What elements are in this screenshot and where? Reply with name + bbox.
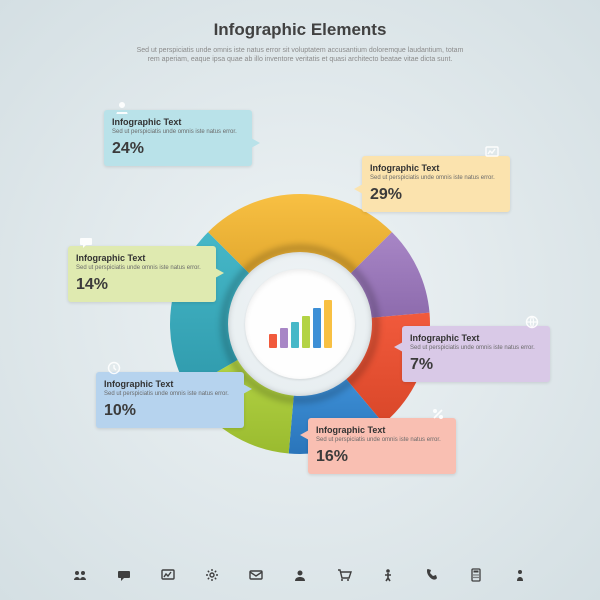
callout-percent: 7%: [410, 356, 542, 374]
center-bar: [291, 322, 299, 348]
calculator-icon: [466, 565, 486, 585]
bar-chart-icon: [269, 300, 332, 348]
callout-percent: 16%: [316, 448, 448, 466]
callout-percent: 14%: [76, 276, 208, 294]
clock-icon: [104, 358, 124, 378]
people-icon: [70, 565, 90, 585]
monitor-chart-icon: [482, 142, 502, 162]
callout-desc: Sed ut perspiciatis unde omnis iste natu…: [370, 175, 502, 183]
person-small-icon: [510, 565, 530, 585]
percent-icon: [428, 404, 448, 424]
speech-icon: [114, 565, 134, 585]
cart-icon: [334, 565, 354, 585]
callout-title: Infographic Text: [410, 333, 542, 343]
callout-percent: 24%: [112, 140, 244, 158]
callout-title: Infographic Text: [76, 253, 208, 263]
callout-title: Infographic Text: [112, 117, 244, 127]
callout-lime: Infographic Text Sed ut perspiciatis und…: [68, 246, 216, 302]
center-bar: [324, 300, 332, 348]
icon-row: [70, 565, 530, 585]
person-stand-icon: [378, 565, 398, 585]
center-bar: [269, 334, 277, 348]
speech-icon: [76, 232, 96, 252]
globe-icon: [522, 312, 542, 332]
gear-icon: [202, 565, 222, 585]
center-bar: [280, 328, 288, 348]
donut-center: [245, 269, 355, 379]
callout-title: Infographic Text: [104, 379, 236, 389]
callout-title: Infographic Text: [370, 163, 502, 173]
callout-red: Infographic Text Sed ut perspiciatis und…: [308, 418, 456, 474]
callout-teal: Infographic Text Sed ut perspiciatis und…: [104, 110, 252, 166]
center-bar: [302, 316, 310, 348]
center-bar: [313, 308, 321, 348]
callout-title: Infographic Text: [316, 425, 448, 435]
callout-percent: 10%: [104, 402, 236, 420]
callout-desc: Sed ut perspiciatis unde omnis iste natu…: [76, 265, 208, 273]
callout-yellow: Infographic Text Sed ut perspiciatis und…: [362, 156, 510, 212]
phone-icon: [422, 565, 442, 585]
callout-desc: Sed ut perspiciatis unde omnis iste natu…: [316, 437, 448, 445]
page-title: Infographic Elements: [0, 20, 600, 40]
monitor-chart-icon: [158, 565, 178, 585]
callout-percent: 29%: [370, 186, 502, 204]
callout-desc: Sed ut perspiciatis unde omnis iste natu…: [104, 391, 236, 399]
callout-blue: Infographic Text Sed ut perspiciatis und…: [96, 372, 244, 428]
mail-icon: [246, 565, 266, 585]
callout-desc: Sed ut perspiciatis unde omnis iste natu…: [410, 345, 542, 353]
user-icon: [290, 565, 310, 585]
page-subtitle: Sed ut perspiciatis unde omnis iste natu…: [135, 46, 465, 65]
callout-purple: Infographic Text Sed ut perspiciatis und…: [402, 326, 550, 382]
callout-desc: Sed ut perspiciatis unde omnis iste natu…: [112, 129, 244, 137]
user-laptop-icon: [112, 96, 132, 116]
